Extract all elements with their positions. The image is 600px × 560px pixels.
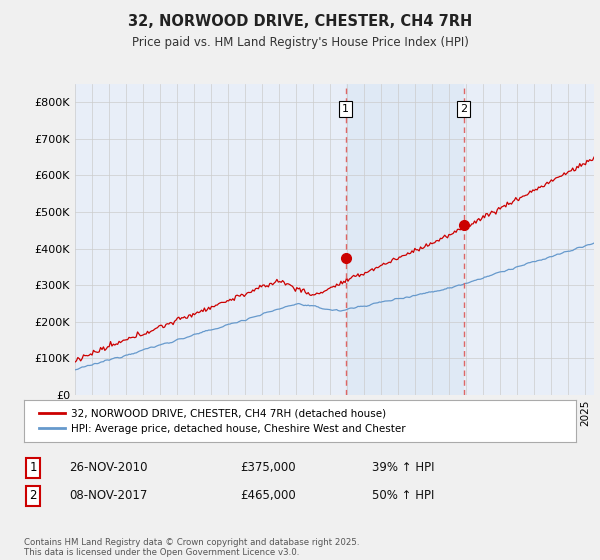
Text: £465,000: £465,000 bbox=[240, 489, 296, 502]
Text: 2: 2 bbox=[29, 489, 37, 502]
Legend: 32, NORWOOD DRIVE, CHESTER, CH4 7RH (detached house), HPI: Average price, detach: 32, NORWOOD DRIVE, CHESTER, CH4 7RH (det… bbox=[35, 405, 410, 438]
Text: 26-NOV-2010: 26-NOV-2010 bbox=[69, 461, 148, 474]
Text: 1: 1 bbox=[29, 461, 37, 474]
Text: 08-NOV-2017: 08-NOV-2017 bbox=[69, 489, 148, 502]
Text: 50% ↑ HPI: 50% ↑ HPI bbox=[372, 489, 434, 502]
Text: 39% ↑ HPI: 39% ↑ HPI bbox=[372, 461, 434, 474]
Text: Price paid vs. HM Land Registry's House Price Index (HPI): Price paid vs. HM Land Registry's House … bbox=[131, 36, 469, 49]
Text: Contains HM Land Registry data © Crown copyright and database right 2025.
This d: Contains HM Land Registry data © Crown c… bbox=[24, 538, 359, 557]
Text: 1: 1 bbox=[342, 104, 349, 114]
Bar bbox=[346, 84, 464, 395]
Text: £375,000: £375,000 bbox=[240, 461, 296, 474]
Text: 2: 2 bbox=[460, 104, 467, 114]
Text: 32, NORWOOD DRIVE, CHESTER, CH4 7RH: 32, NORWOOD DRIVE, CHESTER, CH4 7RH bbox=[128, 14, 472, 29]
